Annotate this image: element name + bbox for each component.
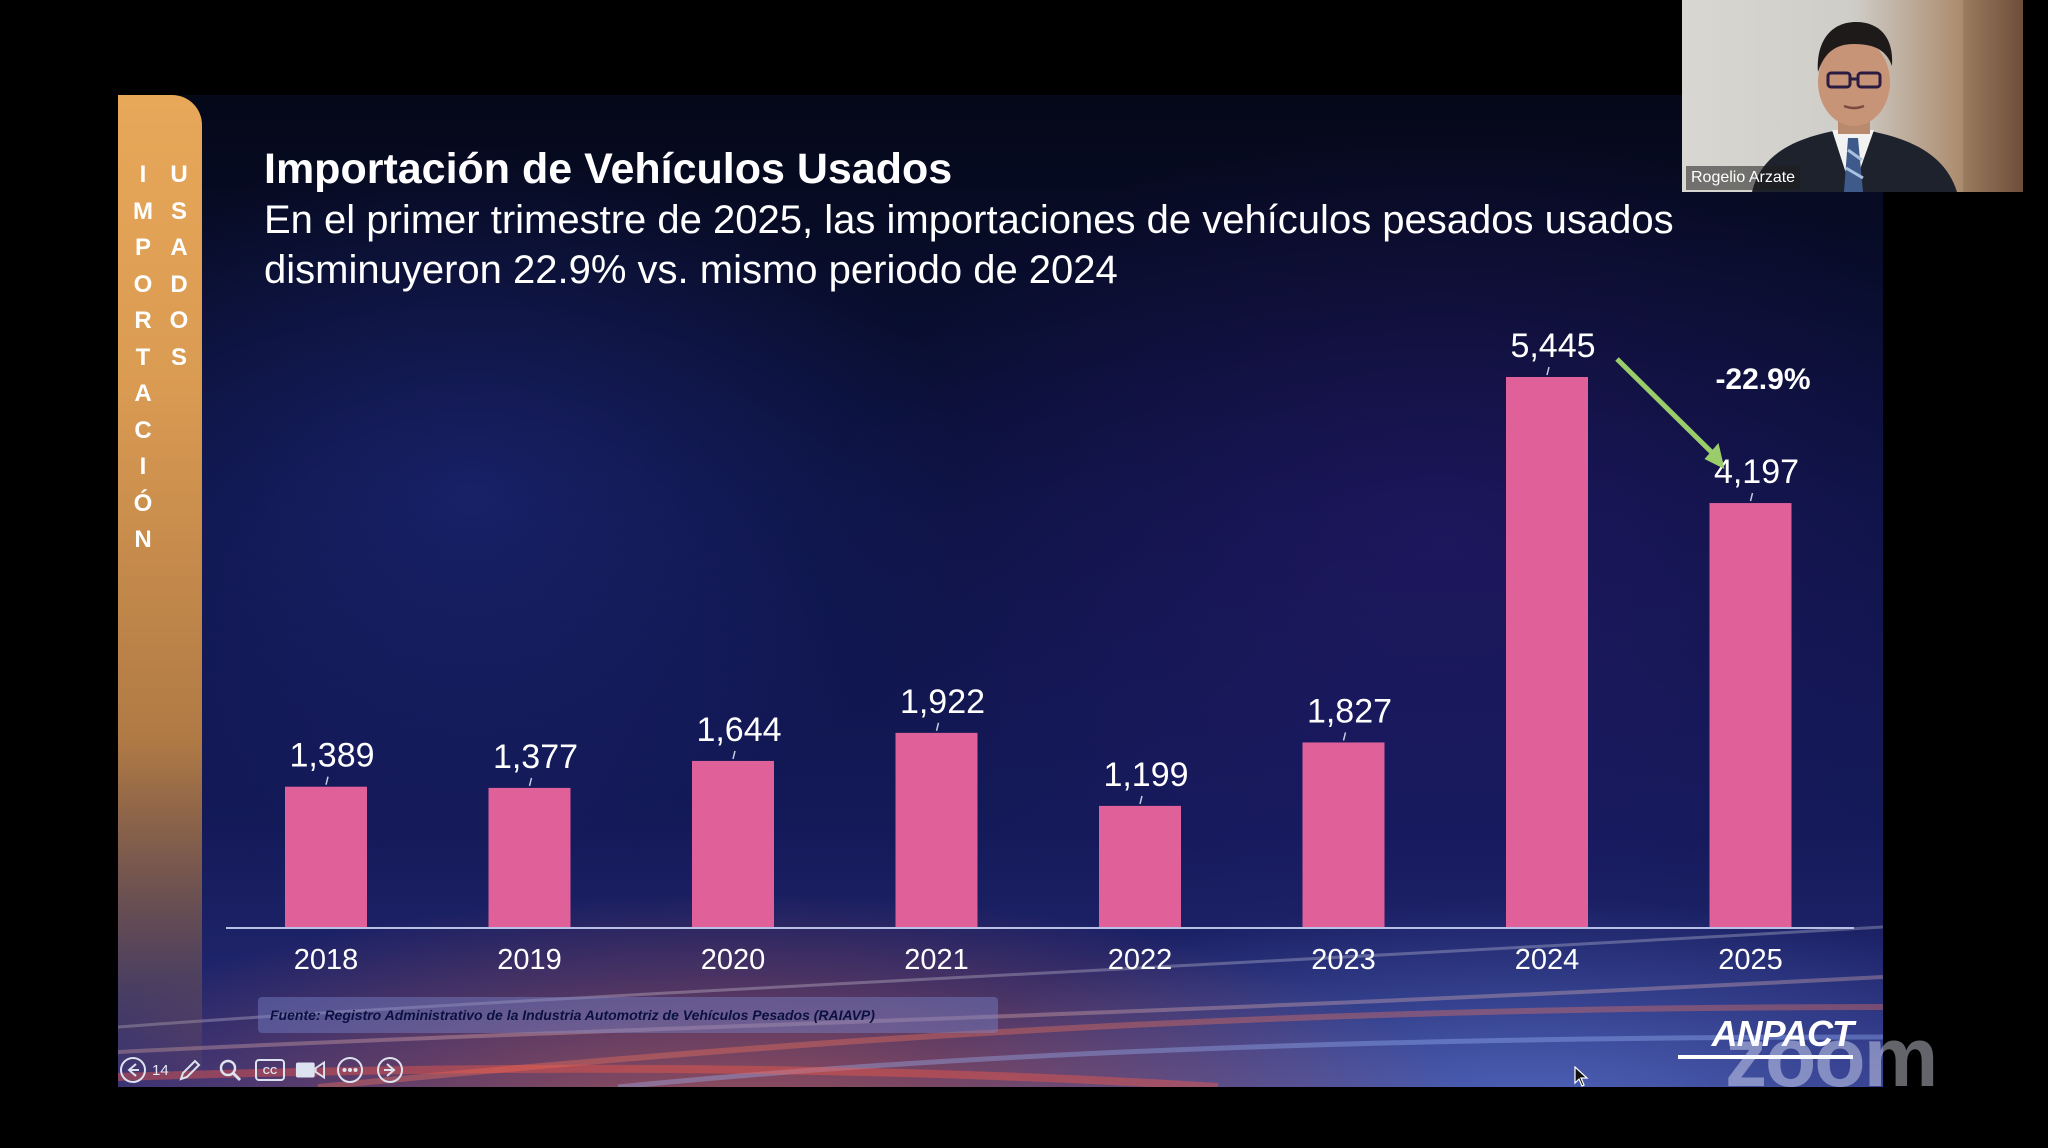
band-letter: A: [170, 234, 188, 261]
logo-underline: [1678, 1055, 1853, 1059]
x-tick-label-2018: 2018: [294, 944, 359, 976]
data-label-2020: 1,644: [696, 711, 781, 749]
bar-chart: 1,389 2018 1,377 2019 1,644 2020 1,922 2021 1,19…: [226, 327, 1854, 976]
data-label-2018: 1,389: [289, 737, 374, 775]
change-percent-label: -22.9%: [1715, 363, 1810, 396]
pen-icon[interactable]: [175, 1055, 205, 1085]
band-letter: M: [133, 197, 153, 225]
data-label-leader: [1342, 732, 1347, 741]
bar-2021: [895, 732, 978, 927]
source-note: Fuente: Registro Administrativo de la In…: [258, 997, 998, 1033]
x-tick-label-2022: 2022: [1108, 944, 1173, 976]
prev-arrow-icon[interactable]: [118, 1055, 148, 1085]
x-tick-label-2024: 2024: [1515, 944, 1580, 976]
band-letter: A: [134, 380, 152, 407]
bar-2023: [1302, 742, 1385, 927]
participant-video-tile[interactable]: Rogelio Arzate: [1682, 0, 2023, 192]
x-tick-label-2020: 2020: [701, 944, 766, 976]
video-icon[interactable]: [295, 1055, 325, 1085]
band-letter: Ó: [133, 489, 153, 517]
bar-2020: [692, 760, 774, 927]
band-letters-usados: U S A D O S: [164, 157, 194, 376]
data-label-2021: 1,922: [900, 683, 985, 721]
data-label-2022: 1,199: [1103, 756, 1188, 794]
x-tick-label-2023: 2023: [1311, 944, 1376, 976]
band-letters-importacion: I M P O R T A C I Ó N: [128, 157, 158, 559]
band-letter: I: [139, 161, 147, 188]
bar-2024: [1506, 377, 1588, 927]
band-letter: O: [133, 270, 153, 298]
zoom-watermark: zoom: [1725, 1010, 1938, 1104]
data-label-leader: [935, 722, 940, 732]
shared-slide: I M P O R T A C I Ó N U S A D O S Import…: [118, 95, 1883, 1087]
data-label-leader: [732, 750, 736, 760]
slide-subtitle: En el primer trimestre de 2025, las impo…: [264, 198, 1674, 292]
x-tick-label-2021: 2021: [904, 944, 969, 976]
band-letter: S: [170, 197, 187, 225]
bar-2025: [1709, 503, 1792, 927]
participant-name: Rogelio Arzate: [1686, 166, 1801, 190]
cc-icon[interactable]: CC: [254, 1055, 285, 1085]
background-wall: [1963, 0, 2023, 192]
band-letter: R: [134, 307, 152, 334]
band-letter: I: [139, 453, 147, 480]
band-letter: T: [135, 343, 151, 371]
anpact-logo: ANPACT: [1711, 1013, 1854, 1054]
band-letter: U: [170, 161, 188, 188]
data-label-leader: [1139, 795, 1143, 805]
x-tick-label-2025: 2025: [1718, 944, 1783, 976]
data-label-leader: [1546, 366, 1550, 376]
participant-avatar: [1752, 22, 1957, 192]
data-label-2025: 4,197: [1714, 453, 1799, 491]
slide-title: Importación de Vehículos Usados: [264, 145, 953, 193]
band-letter: O: [169, 307, 189, 334]
data-label-leader: [325, 776, 329, 785]
presenter-controls: 14 CC: [118, 1053, 405, 1087]
change-arrow-line: [1615, 357, 1717, 457]
data-label-2019: 1,377: [493, 738, 578, 776]
page-number: 14: [152, 1061, 169, 1079]
bar-2019: [488, 787, 571, 927]
magnifier-icon[interactable]: [215, 1055, 245, 1085]
cc-label: CC: [262, 1066, 276, 1077]
section-band: I M P O R T A C I Ó N U S A D O S: [118, 95, 202, 1087]
band-letter: P: [134, 234, 151, 261]
bar-2022: [1099, 805, 1181, 927]
band-letter: N: [134, 526, 152, 553]
more-icon[interactable]: [335, 1055, 365, 1085]
change-arrow-head: [1704, 443, 1725, 470]
band-letter: S: [170, 343, 187, 371]
x-tick-label-2019: 2019: [497, 944, 562, 976]
data-label-2024: 5,445: [1510, 327, 1595, 365]
band-letter: C: [134, 416, 152, 444]
band-letter: D: [170, 270, 188, 298]
bar-2018: [285, 786, 367, 927]
data-label-leader: [528, 777, 533, 787]
data-label-2023: 1,827: [1307, 692, 1392, 730]
mouse-cursor-icon: [1574, 1066, 1589, 1087]
data-label-leader: [1749, 492, 1754, 502]
next-arrow-icon[interactable]: [375, 1055, 405, 1085]
